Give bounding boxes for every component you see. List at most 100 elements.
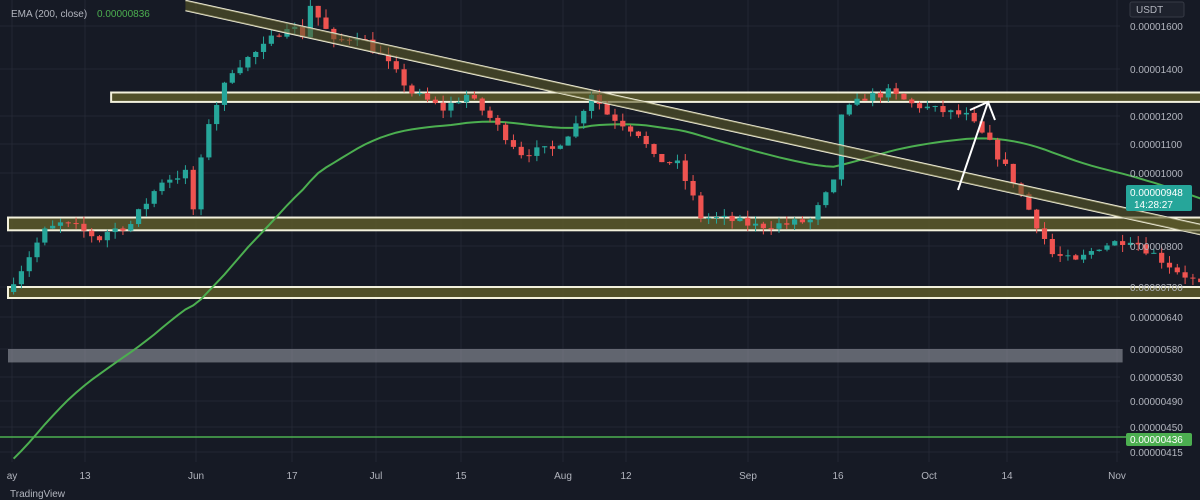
price-badge-value: 0.00000948: [1130, 188, 1183, 199]
candle: [815, 202, 821, 226]
candle: [73, 217, 79, 229]
candle: [456, 97, 462, 105]
candle: [260, 36, 267, 60]
candle: [190, 166, 196, 216]
x-tick-label: 15: [455, 471, 467, 482]
candle: [34, 237, 40, 263]
candle: [932, 105, 938, 112]
candle: [503, 122, 509, 145]
candle: [721, 209, 727, 225]
candle: [823, 191, 829, 208]
candle: [643, 131, 649, 148]
candle: [135, 208, 142, 227]
candle: [393, 55, 399, 73]
candle: [1034, 208, 1040, 234]
y-tick-label: 0.00001100: [1130, 140, 1183, 151]
zone-upper-resistance: [110, 91, 1200, 103]
candle: [81, 216, 87, 238]
y-tick-label: 0.00000640: [1130, 313, 1183, 324]
candle: [1174, 263, 1180, 275]
candle: [323, 9, 329, 30]
candle: [799, 216, 806, 224]
x-tick-label: Jun: [188, 471, 204, 482]
ema-line: [12, 120, 1200, 460]
x-tick-label: Oct: [921, 471, 937, 482]
candle: [729, 211, 735, 229]
candle: [620, 113, 626, 131]
candle: [760, 221, 766, 235]
x-tick-label: 16: [832, 471, 844, 482]
candle: [1151, 249, 1157, 254]
candle: [463, 90, 470, 108]
candle: [1104, 242, 1110, 252]
candle: [565, 135, 571, 146]
candle: [1041, 222, 1048, 245]
candle: [182, 165, 189, 185]
candle: [963, 107, 970, 121]
candle: [752, 216, 759, 232]
y-tick-label: 0.00000490: [1130, 397, 1183, 408]
candle: [315, 5, 321, 26]
candle: [206, 119, 212, 161]
candle: [901, 93, 907, 100]
candle: [916, 101, 923, 113]
candle: [635, 130, 641, 139]
candle: [893, 82, 899, 100]
candle: [65, 221, 71, 228]
candle: [557, 144, 563, 150]
candle: [409, 83, 415, 97]
candle: [479, 97, 485, 116]
candle: [768, 221, 774, 235]
candle: [1088, 247, 1094, 259]
candle: [1182, 265, 1188, 285]
candle: [175, 170, 181, 184]
candle: [870, 88, 876, 107]
candle: [424, 87, 431, 103]
tradingview-watermark: TradingView: [10, 489, 66, 500]
candle: [784, 216, 790, 230]
candle: [682, 154, 688, 190]
x-tick-label: ay: [7, 471, 18, 482]
zone-middle-support: [7, 216, 1200, 232]
candle: [542, 146, 548, 154]
zone-gray-band: [8, 349, 1123, 363]
zone-lower-support: [7, 286, 1200, 299]
y-tick-label: 0.00001400: [1130, 65, 1183, 76]
price-badge: 0.00000948 14:28:27: [1126, 185, 1192, 211]
candle: [57, 218, 64, 234]
ema-200-line: [12, 120, 1200, 460]
candle: [776, 217, 782, 233]
price-badge-timer: 14:28:27: [1134, 200, 1173, 211]
ema-legend-label: EMA (200, close): [11, 9, 87, 20]
candle: [573, 115, 579, 139]
candle: [792, 217, 798, 231]
candle: [1198, 278, 1200, 283]
candle: [1120, 234, 1126, 253]
candle: [151, 189, 157, 208]
candle: [198, 154, 204, 216]
candle: [448, 96, 454, 118]
candle: [50, 220, 56, 229]
candle: [1049, 233, 1055, 258]
y-tick-label: 0.00001600: [1130, 22, 1183, 33]
candle: [854, 93, 860, 106]
candle: [924, 100, 930, 110]
candle: [948, 109, 954, 120]
currency-button[interactable]: USDT: [1129, 1, 1185, 18]
candle: [846, 103, 852, 117]
candle: [26, 251, 32, 277]
candle: [1073, 253, 1079, 261]
candle: [167, 174, 173, 189]
candle: [987, 124, 993, 141]
trendline: [185, 0, 1200, 236]
x-tick-label: Sep: [739, 471, 757, 482]
candle: [471, 91, 477, 100]
candle: [518, 141, 524, 159]
candle: [659, 153, 665, 163]
candle: [1065, 249, 1071, 261]
candle: [237, 59, 243, 75]
candle: [745, 210, 751, 232]
zones: [7, 91, 1200, 363]
